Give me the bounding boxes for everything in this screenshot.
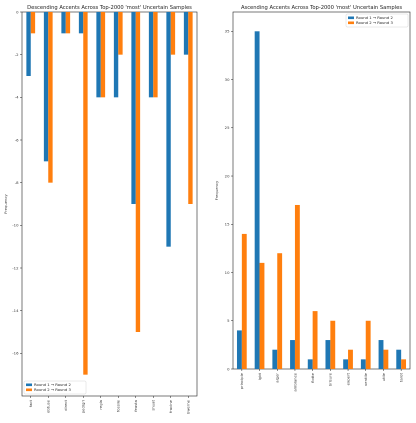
panel2-bar-round23 (348, 349, 353, 369)
panel2-x-tick-label: brisure (328, 372, 333, 386)
panel1-y-tick-label: -16 (12, 351, 19, 356)
panel1-y-tick-label: -8 (15, 180, 19, 185)
panel2-bar-round23 (330, 320, 336, 369)
panel2-axes-frame (232, 11, 411, 370)
panel2-x-tick-label: lgbt (257, 372, 262, 380)
panel1-bar-round23 (188, 12, 193, 204)
panel1-x-tick-label: obtuse (46, 399, 51, 413)
panel2-bar-round23 (259, 262, 265, 369)
panel1-y-tick-label: 0 (16, 9, 19, 14)
panel2-bar-round23 (312, 311, 318, 369)
panel1-bar-round23 (100, 12, 106, 98)
panel2-legend-swatch (348, 16, 354, 20)
panel2-bar-round12 (307, 359, 313, 369)
panel2-y-tick-label: 15 (225, 222, 230, 227)
panel2-bar-round23 (294, 204, 300, 369)
panel2-y-tick-label: 0 (227, 366, 230, 371)
panel1-y-tick-label: -2 (15, 52, 19, 57)
panel2-y-axis-label: Frequency (214, 180, 219, 200)
panel1-bar-round23 (153, 12, 158, 98)
panel1-y-tick-label: -14 (12, 308, 19, 313)
panel1-legend-label: Round 2 → Round 3 (34, 387, 71, 392)
panel1-y-axis-label: Frequency (3, 193, 8, 213)
panel1-bar-round12 (148, 12, 154, 98)
panel2-x-tick-label: tarot (398, 372, 403, 382)
panel1-axes-frame (21, 11, 198, 397)
panel1-chart-title: Descending Accents Across Top-2000 'most… (27, 5, 192, 11)
panel2-chart-title: Ascending Accents Across Top-2000 'most'… (241, 5, 402, 11)
panel2-x-tick-label: flotte (310, 372, 315, 383)
panel2-bar-round23 (365, 320, 371, 369)
panel2-bar-round12 (290, 340, 295, 369)
panel2-y-tick-label: 20 (225, 173, 230, 178)
panel1-x-tick-label: feasta (133, 400, 138, 412)
panel1-bar-round23 (170, 12, 176, 55)
panel1-bar-round12 (43, 12, 49, 162)
panel1-bar-round12 (61, 12, 66, 34)
panel1-y-tick-label: -12 (12, 265, 19, 270)
panel1-bar-round12 (96, 12, 101, 98)
panel2-x-tick-label: ambiance (292, 372, 297, 391)
panel2-y-tick-label: 35 (225, 29, 230, 34)
panel2-bar-round12 (360, 359, 366, 369)
panel1-x-tick-label: fact (28, 399, 33, 407)
panel2-bar-round12 (396, 349, 402, 369)
panel2-y-tick-label: 5 (227, 318, 230, 323)
panel2-legend-label: Round 2 → Round 3 (356, 20, 393, 25)
panel2-bar-round12 (343, 359, 349, 369)
panel1-legend-swatch (26, 388, 32, 392)
panel1-x-tick-label: bwerne (186, 399, 191, 414)
panel1-y-tick-label: -6 (15, 137, 19, 142)
panel1-x-tick-label: shuat (151, 399, 156, 410)
panel2-bar-round12 (236, 330, 242, 369)
panel1-bar-round12 (166, 12, 171, 247)
panel2-bar-round12 (272, 349, 278, 369)
panel2-x-tick-label: principle (239, 372, 244, 389)
panel1-bar-round23 (65, 12, 71, 34)
panel2-legend-label: Round 1 → Round 2 (356, 15, 393, 20)
panel1-bar-round12 (78, 12, 84, 34)
panel1-y-tick-label: -4 (15, 95, 19, 100)
panel2-bar-round23 (383, 349, 389, 369)
panel2-x-tick-label: expert (345, 372, 350, 385)
panel1-bar-round23 (135, 12, 141, 332)
panel1-bar-round12 (183, 12, 189, 55)
panel2-x-tick-label: ventile (363, 372, 368, 386)
panel1-bar-round12 (131, 12, 136, 204)
panel2-x-tick-label: alger (275, 373, 280, 383)
panel1-bar-round23 (118, 12, 123, 55)
panel2-y-tick-label: 10 (225, 270, 230, 275)
panel2-y-tick-label: 30 (225, 77, 230, 82)
panel1-bar-round12 (26, 12, 31, 76)
panel2-x-tick-label: utile (381, 372, 386, 381)
panel1-bar-round23 (83, 12, 88, 375)
panel1-legend-box (23, 380, 87, 395)
panel2-legend-swatch (348, 21, 354, 25)
panel2-bar-round12 (325, 340, 331, 369)
panel1-x-tick-label: pedigri (81, 400, 86, 413)
panel1-bar-round23 (48, 12, 53, 183)
panel1-bar-round23 (30, 12, 36, 34)
panel2-bar-round23 (277, 253, 283, 369)
panel2-bar-round23 (401, 359, 407, 369)
panel2-bar-round12 (378, 340, 384, 369)
panel1-x-tick-label: regla (98, 400, 103, 410)
panel2-bar-round12 (254, 31, 260, 369)
panel1-x-tick-label: direct (63, 399, 68, 410)
panel1-x-tick-label: fossile (116, 399, 121, 412)
panel1-bar-round12 (113, 12, 119, 98)
panel1-legend-label: Round 1 → Round 2 (34, 382, 71, 387)
panel2-legend-box (345, 13, 409, 28)
panel1-x-tick-label: fraclne (168, 399, 173, 413)
panel2-y-tick-label: 25 (225, 125, 230, 130)
panel1-y-tick-label: -10 (12, 223, 19, 228)
panel1-legend-swatch (26, 383, 32, 387)
panel2-bar-round23 (241, 233, 247, 369)
